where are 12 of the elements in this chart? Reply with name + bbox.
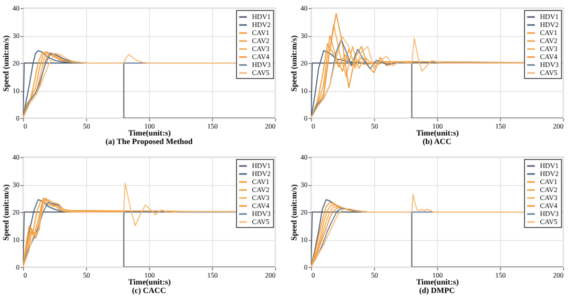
text: (d) DMPC — [419, 286, 456, 295]
y-axis-title: Speed (unit:m/s) — [2, 35, 10, 92]
y-axis-title: Speed (unit:m/s) — [290, 35, 298, 92]
text: (a) The Proposed Method — [105, 137, 194, 146]
x-axis-title: Time(unit:s) — [416, 278, 460, 286]
y-axis-title: Speed (unit:m/s) — [290, 184, 298, 241]
text: (b) ACC — [422, 137, 452, 146]
x-axis-title: Time(unit:s) — [128, 278, 172, 286]
x-axis-title: Time(unit:s) — [128, 128, 172, 138]
y-axis-title: Speed (unit:m/s) — [2, 184, 10, 241]
x-axis-title: Time(unit:s) — [416, 128, 460, 138]
text: (c) CACC — [132, 286, 166, 295]
